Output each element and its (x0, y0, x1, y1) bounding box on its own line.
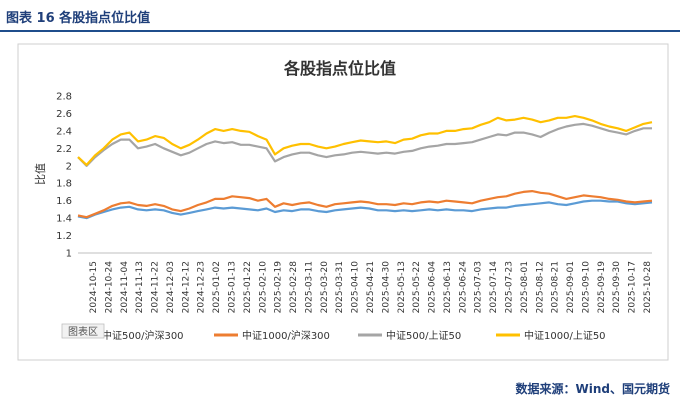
y-tick-label: 2.6 (56, 109, 72, 120)
figure-caption-text: 图表 16 各股指点位比值 (6, 11, 151, 26)
x-tick-label: 2024-11-22 (151, 261, 161, 313)
x-tick-label: 2025-07-03 (474, 261, 484, 313)
x-tick-label: 2025-03-31 (335, 261, 345, 313)
y-axis: 1 1.2 1.4 1.6 1.8 2 2.2 2.4 2.6 2.8 (56, 92, 652, 260)
x-tick-label: 2024-11-04 (120, 261, 130, 314)
series-line-3 (77, 114, 653, 166)
x-tick-label: 2025-04-10 (351, 261, 361, 314)
x-tick-label: 2024-12-12 (181, 261, 191, 313)
x-tick-label: 2025-06-04 (428, 261, 438, 314)
y-tick-label: 1.8 (56, 179, 72, 190)
y-tick-label: 2.8 (56, 92, 72, 103)
x-tick-label: 2025-02-10 (258, 261, 268, 314)
series-line-2 (77, 122, 652, 167)
x-tick-label: 2025-05-13 (397, 261, 407, 313)
legend-label-0: 中证500/沪深300 (102, 329, 184, 342)
x-tick-label: 2025-09-19 (597, 261, 607, 314)
legend-label-2: 中证500/上证50 (386, 329, 461, 342)
x-tick-label: 2025-04-30 (381, 261, 391, 314)
x-tick-label: 2025-08-01 (520, 261, 530, 313)
y-tick-label: 2.4 (56, 126, 72, 137)
x-tick-label: 2025-05-22 (412, 261, 422, 313)
x-tick-label: 2025-03-11 (304, 261, 314, 313)
x-tick-label: 2025-09-10 (581, 261, 591, 314)
x-axis: 2024-10-15 2024-10-24 2024-11-04 2024-11-13… (89, 261, 653, 314)
x-tick-label: 2025-01-13 (228, 261, 238, 313)
data-source: 数据来源：Wind、国元期货 (515, 382, 670, 396)
figure-caption: 图表 16 各股指点位比值 (0, 0, 680, 30)
x-tick-label: 2024-11-13 (135, 261, 145, 313)
x-tick-label: 2024-12-03 (166, 261, 176, 313)
x-tick-label: 2025-03-20 (320, 261, 330, 314)
y-tick-label: 1.6 (56, 196, 72, 207)
plot-lines (77, 114, 653, 220)
x-tick-label: 2024-10-15 (89, 261, 99, 313)
chart-area-badge-text: 图表区 (68, 325, 98, 338)
x-tick-label: 2025-01-22 (243, 261, 253, 313)
y-tick-label: 2 (66, 161, 72, 172)
x-tick-label: 2025-09-01 (566, 261, 576, 313)
legend-label-3: 中证1000/上证50 (524, 329, 606, 342)
y-tick-label: 1.2 (56, 231, 72, 242)
series-line-0 (77, 199, 653, 220)
caption-rule (0, 30, 680, 32)
x-tick-label: 2025-07-23 (505, 261, 515, 313)
x-tick-label: 2025-07-14 (489, 261, 499, 314)
x-tick-label: 2025-09-30 (612, 261, 622, 314)
legend: 中证500/沪深300 中证1000/沪深300 中证500/上证50 中证1000/… (74, 329, 606, 342)
x-tick-label: 2025-06-24 (458, 261, 468, 314)
x-tick-label: 2025-02-19 (274, 261, 284, 314)
x-tick-label: 2025-02-28 (289, 261, 299, 314)
y-tick-label: 1.4 (56, 214, 72, 225)
y-tick-label: 1 (66, 249, 72, 260)
x-tick-label: 2025-10-28 (643, 261, 653, 314)
legend-label-1: 中证1000/沪深300 (242, 329, 330, 342)
chart-title: 各股指点位比值 (283, 59, 396, 78)
x-tick-label: 2025-01-02 (212, 261, 222, 313)
chart-area-badge: 图表区 (61, 323, 105, 339)
y-tick-label: 2.2 (56, 144, 72, 155)
x-tick-label: 2024-12-23 (197, 261, 207, 313)
y-axis-label: 比值 (34, 163, 47, 185)
x-tick-label: 2025-08-12 (535, 261, 545, 313)
x-tick-label: 2025-04-21 (366, 261, 376, 313)
series-line-1 (77, 190, 653, 219)
x-tick-label: 2025-10-17 (628, 261, 638, 313)
x-tick-label: 2024-10-24 (104, 261, 114, 314)
x-tick-label: 2025-08-21 (551, 261, 561, 313)
x-tick-label: 2025-06-13 (443, 261, 453, 313)
